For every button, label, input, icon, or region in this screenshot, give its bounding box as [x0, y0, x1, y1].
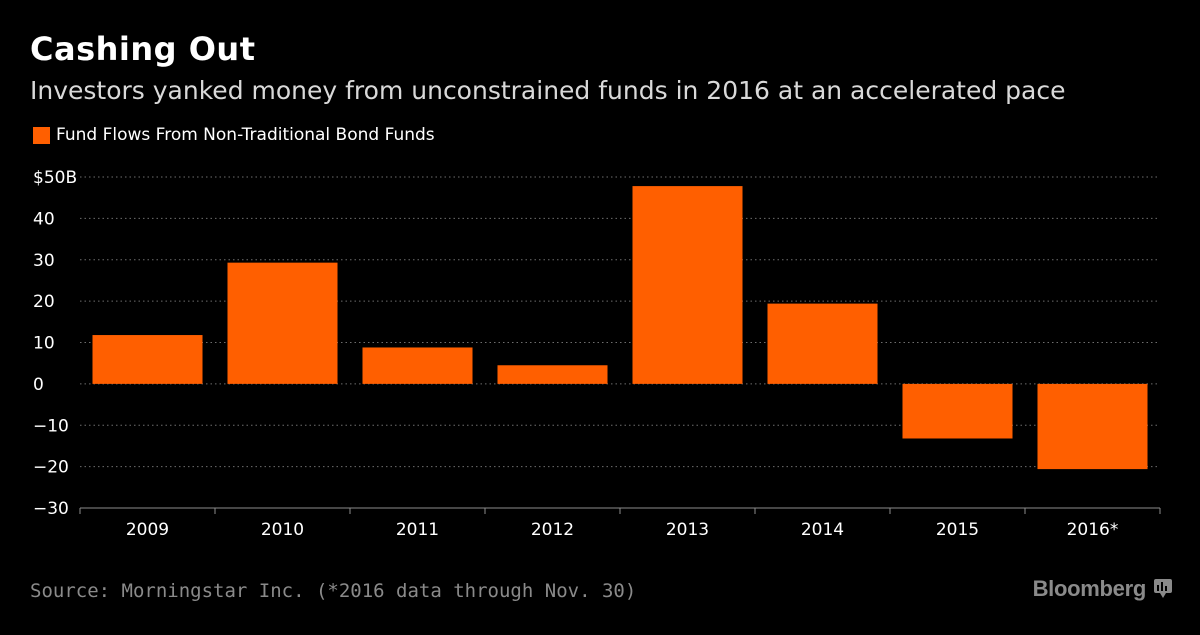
y-tick-label: 40	[33, 209, 55, 229]
y-tick-label: 10	[33, 334, 55, 354]
y-tick-label: $50B	[33, 168, 77, 188]
chart-title: Cashing Out	[30, 30, 256, 68]
x-tick-label: 2013	[666, 520, 709, 540]
bar-2015	[902, 383, 1013, 439]
bar-2011	[362, 347, 473, 384]
legend: Fund Flows From Non-Traditional Bond Fun…	[33, 124, 435, 146]
bar-2010	[227, 262, 338, 384]
y-tick-label: 30	[33, 251, 55, 271]
y-tick-label: −30	[33, 499, 69, 519]
legend-label: Fund Flows From Non-Traditional Bond Fun…	[56, 125, 435, 145]
x-tick-label: 2009	[126, 520, 169, 540]
bloomberg-logo: Bloomberg	[1033, 576, 1172, 602]
y-tick-label: 0	[33, 375, 44, 395]
source-note: Source: Morningstar Inc. (*2016 data thr…	[30, 580, 637, 602]
x-tick-label: 2012	[531, 520, 574, 540]
chart-subtitle: Investors yanked money from unconstraine…	[30, 76, 1066, 105]
x-tick-label: 2016*	[1067, 520, 1119, 540]
bar-2014	[767, 303, 878, 384]
bar-2009	[92, 335, 203, 384]
bloomberg-terminal-icon	[1154, 579, 1172, 599]
x-tick-label: 2010	[261, 520, 304, 540]
x-tick-label: 2015	[936, 520, 979, 540]
y-tick-label: −20	[33, 458, 69, 478]
brand-name: Bloomberg	[1032, 576, 1147, 601]
bar-2013	[632, 186, 743, 384]
bar-2012	[497, 365, 608, 384]
legend-swatch	[33, 126, 50, 144]
y-tick-label: −10	[33, 416, 69, 436]
bars	[92, 186, 1148, 470]
x-tick-label: 2014	[801, 520, 844, 540]
x-axis	[79, 507, 1161, 514]
x-tick-label: 2011	[396, 520, 439, 540]
y-axis-labels: $50B 40 30 20 10 0 −10 −20 −30	[33, 168, 77, 519]
x-axis-labels: 2009 2010 2011 2012 2013 2014 2015 2016*	[126, 520, 1119, 540]
bar-2016	[1037, 383, 1148, 470]
y-tick-label: 20	[33, 292, 55, 312]
